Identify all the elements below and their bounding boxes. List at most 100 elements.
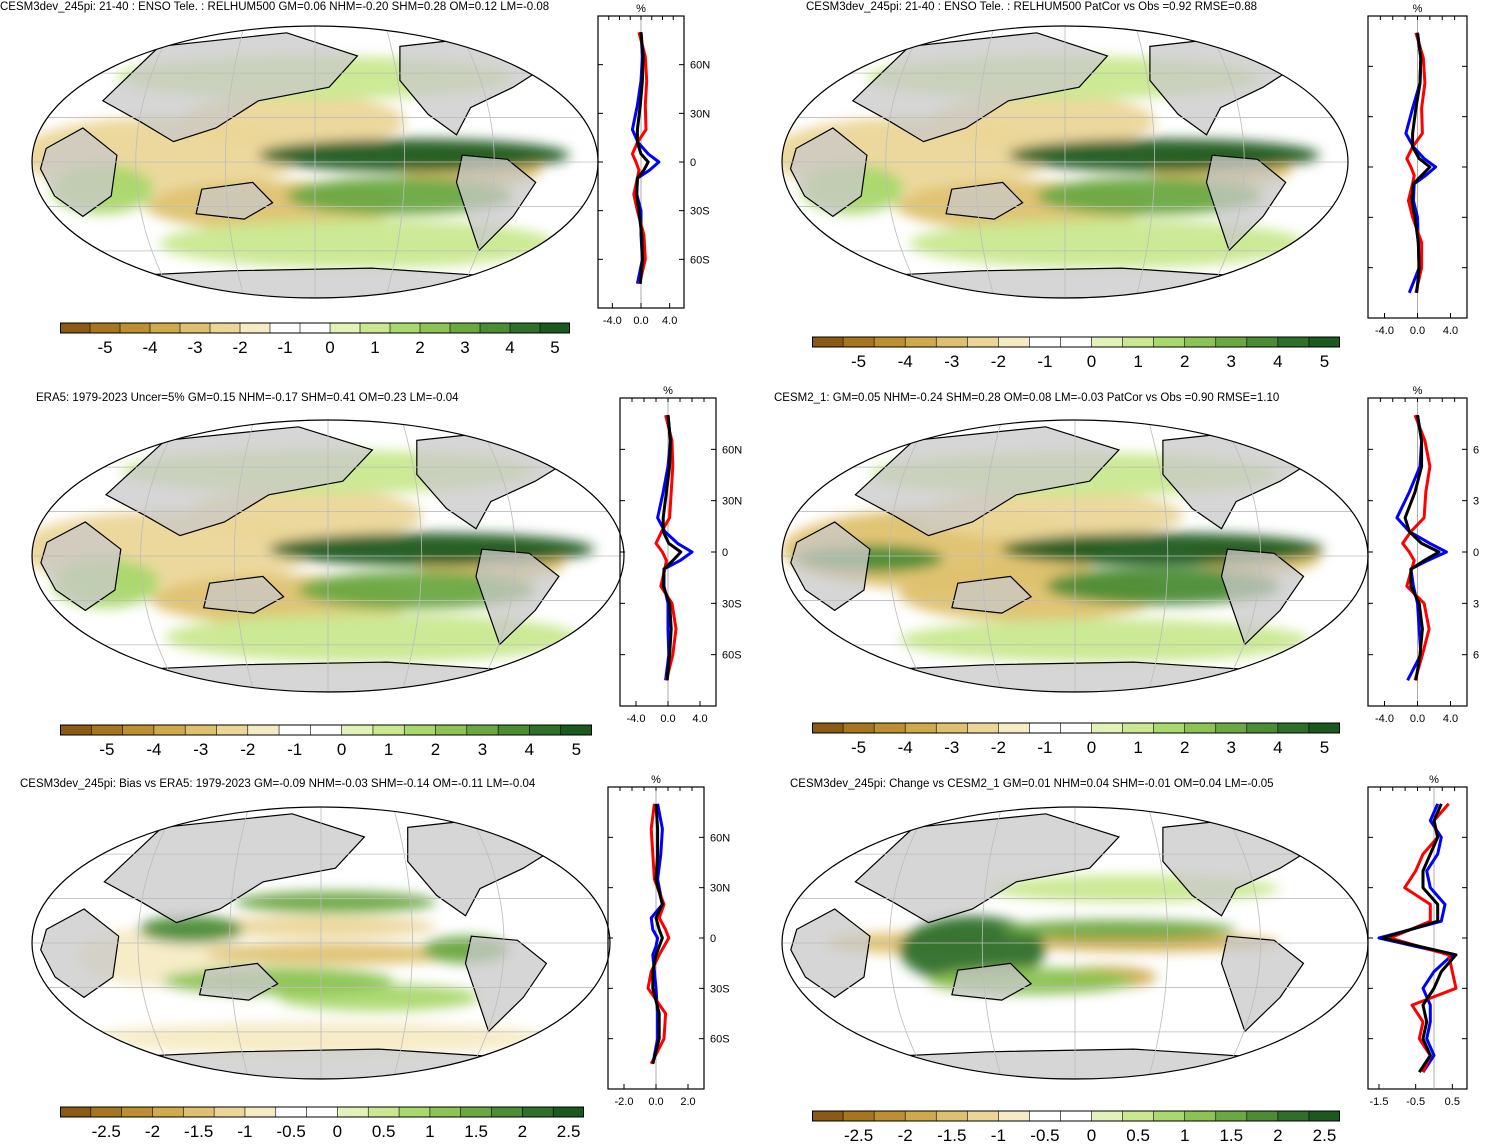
landmass-south-america — [1205, 154, 1287, 252]
x-tick-label: -4.0 — [603, 315, 622, 327]
anomaly-wet-maritime-continent — [138, 915, 243, 943]
profile-series-3 — [1381, 803, 1458, 1074]
colorbar-swatch — [904, 1110, 938, 1122]
colorbar-swatch — [1308, 722, 1340, 734]
x-tick-label: 2.0 — [680, 1096, 695, 1108]
longitude-line — [889, 807, 929, 1079]
longitude-line — [1147, 807, 1169, 1079]
colorbar-swatch — [1029, 1110, 1062, 1122]
colorbar-swatch — [239, 322, 271, 334]
colorbar-swatch — [435, 724, 468, 736]
anomaly-wet-southeast-pacific — [1036, 176, 1264, 216]
map-panel-6 — [781, 806, 1369, 1080]
colorbar-tick-label: -3 — [187, 338, 202, 357]
colorbar-swatch — [966, 1110, 1000, 1122]
lat-tick-label: 3 — [1473, 598, 1479, 610]
colorbar-swatch — [1215, 336, 1248, 348]
colorbar-tick-label: -1.5 — [937, 1126, 966, 1145]
longitude-line — [401, 420, 423, 692]
colorbar-tick-label: -3 — [193, 740, 208, 759]
colorbar-tick-label: -1 — [287, 740, 302, 759]
colorbar-swatch — [1184, 722, 1217, 734]
colorbar-swatch — [269, 322, 301, 334]
graticule — [782, 807, 1368, 1079]
longitude-line — [889, 420, 929, 692]
colorbar-swatch — [812, 1110, 844, 1122]
colorbar-swatch — [842, 1110, 875, 1122]
map-panel-4 — [781, 419, 1369, 693]
colorbar-frame — [60, 724, 592, 736]
graticule — [32, 807, 610, 1079]
profile-series-2 — [646, 803, 671, 1065]
colorbar-swatch — [1122, 722, 1155, 734]
colorbar-swatch — [359, 322, 391, 334]
graticule — [32, 26, 598, 298]
x-tick-label: 4.0 — [662, 315, 677, 327]
colorbar-swatch — [873, 336, 906, 348]
colorbar-tick-label: -2.5 — [844, 1126, 873, 1145]
lat-tick-label: 30S — [710, 983, 730, 995]
anomaly-wet-north-tropics — [1001, 919, 1237, 939]
anomaly-wet-southern-band — [899, 618, 1310, 663]
colorbar-swatch — [998, 1110, 1031, 1122]
colorbar-tick-label: -5 — [97, 338, 112, 357]
anomaly-wet-southern-band — [909, 219, 1306, 269]
colorbar-swatch — [998, 722, 1031, 734]
zonal-profile-6: % -1.5 -0.5 0.5 — [1367, 774, 1468, 1108]
longitude-line — [137, 807, 177, 1079]
colorbar-swatch — [1091, 722, 1124, 734]
lat-tick-label: 30N — [710, 883, 730, 895]
longitude-line — [981, 807, 1003, 1079]
lat-tick-label: 0 — [710, 933, 716, 945]
profile-series-1 — [656, 414, 694, 681]
lat-tick-label: 60N — [690, 60, 710, 72]
colorbar-swatch — [389, 322, 421, 334]
colorbar-swatch — [539, 322, 570, 334]
colorbar-tick-label: 0 — [333, 1122, 342, 1141]
profile-series-2 — [654, 414, 678, 681]
colorbar-swatch — [966, 722, 1000, 734]
landmass-greenland — [1302, 808, 1364, 849]
colorbar-tick-label: -4 — [898, 352, 913, 371]
anomaly-dry-equatorial-band — [205, 943, 466, 965]
longitude-line — [392, 807, 413, 1079]
x-tick-label: 0.5 — [1445, 1096, 1460, 1108]
colorbar-tick-label: -2 — [145, 1122, 160, 1141]
map-border — [31, 806, 611, 1080]
map-panel-3 — [31, 419, 625, 693]
longitude-line — [225, 26, 245, 298]
colorbar-frame — [812, 722, 1340, 734]
longitude-line — [475, 420, 516, 692]
colorbar-tick-label: -2 — [991, 738, 1006, 757]
x-tick-label: -4.0 — [1375, 325, 1394, 337]
units-label: % — [1429, 774, 1439, 786]
panel-3-title: ERA5: 1979-2023 Uncer=5% GM=0.15 NHM=-0.… — [36, 392, 459, 404]
colorbar-tick-label: 0 — [1087, 352, 1096, 371]
landmass-australia — [951, 962, 1033, 1001]
colorbar-swatch — [89, 322, 121, 334]
colorbar-2: -5 -4 -3 -2 -1 0 1 2 3 4 5 — [812, 336, 1340, 371]
lat-tick-label: 60N — [722, 444, 742, 456]
colorbar-swatch — [1308, 336, 1340, 348]
colorbar-swatch — [1029, 336, 1062, 348]
colorbar-tick-label: -4 — [146, 740, 161, 759]
anomaly-wet-southeast-pacific — [298, 570, 536, 610]
colorbar-frame — [812, 1110, 1340, 1122]
colorbar-swatch — [449, 322, 481, 334]
colorbar-1: -5 -4 -3 -2 -1 0 1 2 3 4 5 — [60, 322, 570, 357]
colorbar-tick-label: 2.5 — [1313, 1126, 1337, 1145]
colorbar-swatch — [244, 1106, 277, 1118]
colorbar-swatch — [1153, 336, 1186, 348]
anomaly-wet-south-tropics — [162, 967, 394, 995]
colorbar-tick-label: 3 — [460, 338, 469, 357]
colorbar-swatch — [842, 722, 875, 734]
colorbar-tick-label: -2.5 — [92, 1122, 121, 1141]
map-panel-2 — [781, 25, 1349, 299]
colorbar-tick-label: 0 — [1087, 738, 1096, 757]
colorbar-swatch — [179, 322, 211, 334]
colorbar-tick-label: 2 — [415, 338, 424, 357]
colorbar-swatch — [529, 724, 562, 736]
anomaly-wet-southern-band — [165, 613, 580, 663]
colorbar-swatch — [552, 1106, 584, 1118]
colorbar-tick-label: 3 — [1227, 352, 1236, 371]
